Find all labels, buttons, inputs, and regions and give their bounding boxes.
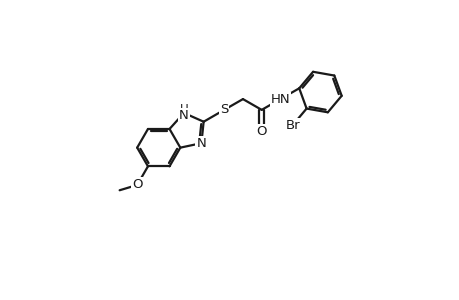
Text: O: O [256, 125, 266, 138]
Text: H: H [179, 103, 188, 116]
Text: Br: Br [285, 118, 299, 132]
Text: O: O [132, 178, 142, 191]
Text: N: N [196, 137, 206, 150]
Text: S: S [219, 103, 228, 116]
Text: N: N [179, 109, 189, 122]
Text: HN: HN [270, 93, 290, 106]
